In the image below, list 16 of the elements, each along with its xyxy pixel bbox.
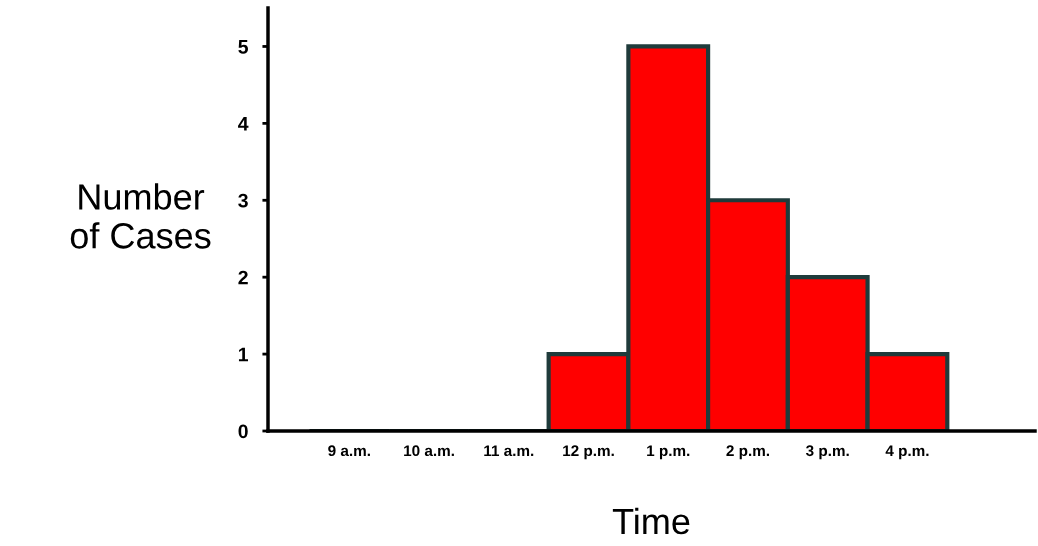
x-axis-title: Time bbox=[612, 507, 690, 535]
x-tick-label: 3 p.m. bbox=[805, 445, 849, 460]
x-tick-label: 10 a.m. bbox=[404, 445, 454, 457]
x-tick-label: 12 p.m. bbox=[563, 445, 614, 460]
y-tick-label: 1 bbox=[238, 347, 249, 362]
x-tick-label: 11 a.m. bbox=[484, 445, 534, 457]
y-tick-label: 0 bbox=[238, 424, 248, 439]
y-tick-label: 2 bbox=[238, 270, 248, 285]
x-tick-label: 1 p.m. bbox=[647, 445, 690, 460]
y-tick-label: 5 bbox=[238, 40, 249, 54]
y-axis-title: Number of Cases bbox=[70, 183, 211, 249]
x-tick-label: 2 p.m. bbox=[726, 445, 769, 460]
x-tick-label: 4 p.m. bbox=[885, 445, 929, 460]
x-tick-label: 9 a.m. bbox=[328, 445, 370, 457]
y-tick-label: 4 bbox=[238, 117, 249, 131]
y-tick-label: 3 bbox=[238, 193, 248, 208]
